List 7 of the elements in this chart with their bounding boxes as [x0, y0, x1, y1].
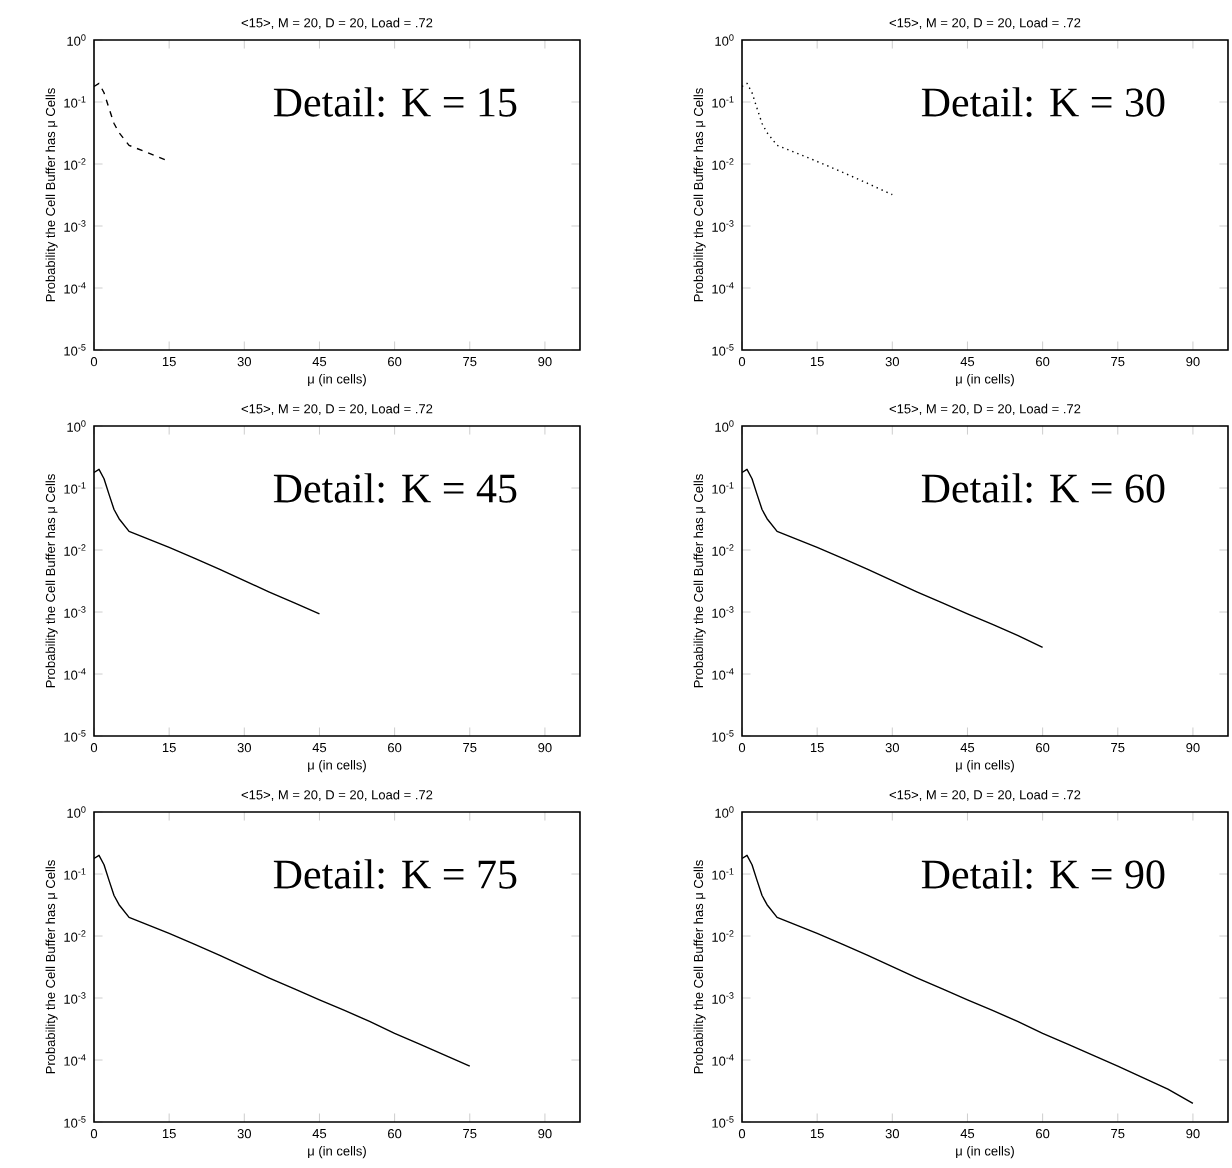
- annotation: Detail: K = 45: [273, 473, 517, 503]
- annotation: Detail: K = 30: [921, 87, 1165, 117]
- line-series: [742, 82, 894, 196]
- annotation: Detail: K = 90: [921, 859, 1165, 889]
- annotation: Detail: K = 75: [273, 859, 517, 889]
- annotation: Detail: K = 15: [273, 87, 517, 117]
- annotation: Detail: K = 60: [921, 473, 1165, 503]
